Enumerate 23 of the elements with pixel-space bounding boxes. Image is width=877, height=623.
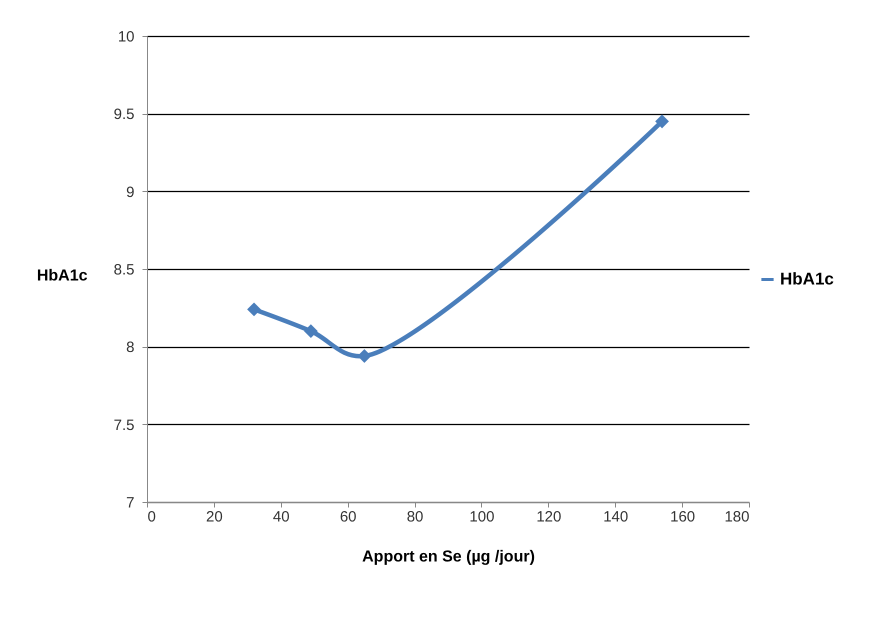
y-tick-label: 8 (126, 339, 134, 356)
y-tick-label: 9.5 (114, 106, 134, 124)
y-tick-label: 7 (126, 494, 134, 512)
x-tick-label: 140 (603, 508, 628, 526)
y-tick-label: 8.5 (114, 262, 134, 278)
y-tick-label: 7.5 (114, 416, 134, 434)
legend-label: HbA1c (780, 270, 834, 288)
x-tick-label: 160 (670, 508, 696, 526)
x-tick-label: 60 (340, 508, 357, 526)
y-tick-label: 9 (126, 184, 134, 201)
x-tick-label: 120 (536, 508, 562, 526)
x-tick-label: 20 (206, 508, 223, 526)
y-tick-label: 10 (118, 28, 134, 46)
x-tick-label: 80 (406, 508, 424, 526)
x-tick-label: 0 (148, 508, 156, 526)
point (247, 302, 261, 316)
point (304, 324, 318, 338)
x-tick-label: 40 (272, 508, 290, 526)
x-tick-label: 100 (469, 508, 494, 526)
x-axis-title: Apport en Se (µg /jour) (362, 548, 535, 566)
x-tick-label: 180 (724, 508, 750, 526)
y-axis-title: HbA1c (36, 268, 88, 284)
point (655, 114, 669, 128)
